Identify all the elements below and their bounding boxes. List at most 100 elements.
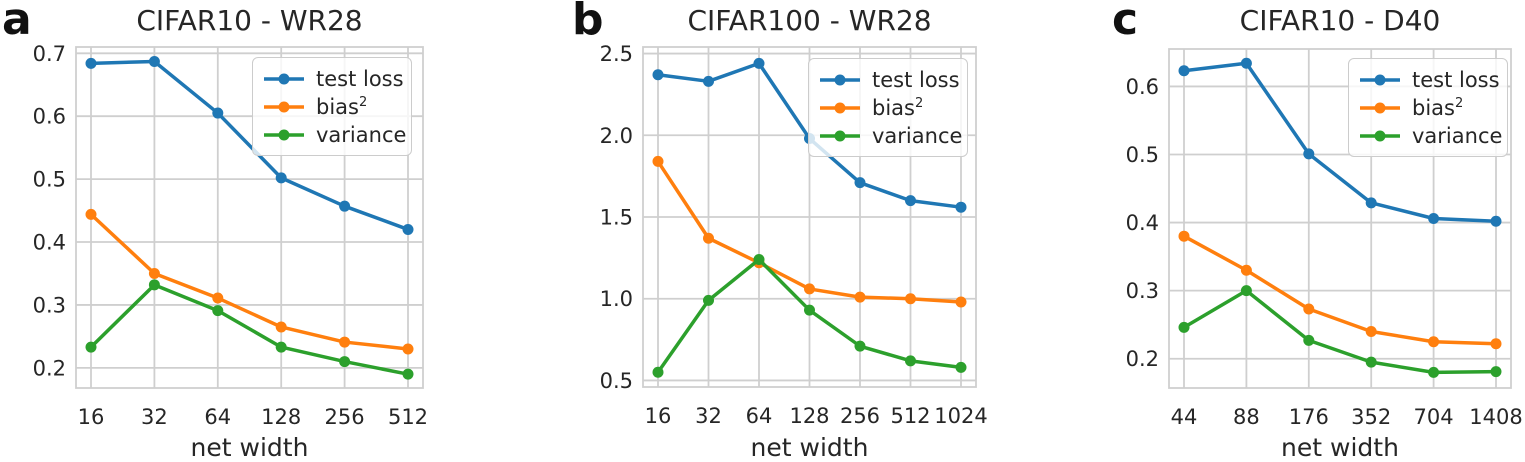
legend-item-bias2: bias2 xyxy=(1358,94,1498,122)
series-marker xyxy=(1240,285,1252,297)
y-tick-label: 2.5 xyxy=(600,42,633,66)
series-line xyxy=(89,59,410,232)
x-axis-label-a: net width xyxy=(190,433,309,462)
x-tick-label: 128 xyxy=(261,405,301,429)
legend-line-sample xyxy=(1360,130,1400,142)
series-marker xyxy=(955,361,967,373)
x-tick-label: 352 xyxy=(1351,405,1391,429)
series-marker xyxy=(703,232,714,244)
x-tick-label: 1408 xyxy=(1469,405,1522,429)
series-marker xyxy=(402,223,414,235)
legend-label: test loss xyxy=(1412,68,1500,92)
chart-title-a: CIFAR10 - WR28 xyxy=(136,4,363,37)
y-tick-label: 0.5 xyxy=(1126,143,1159,167)
series-marker xyxy=(1303,148,1315,160)
legend-item-variance: variance xyxy=(818,122,962,150)
series-marker xyxy=(275,321,287,333)
x-tick-label: 64 xyxy=(204,405,231,429)
legend-label: test loss xyxy=(316,67,404,91)
y-tick-label: 0.6 xyxy=(33,105,66,129)
series-marker xyxy=(1490,366,1502,378)
x-tick-label: 512 xyxy=(388,405,428,429)
series-marker xyxy=(753,57,765,69)
series-marker xyxy=(905,293,916,305)
series-marker xyxy=(402,343,414,355)
legend-label: test loss xyxy=(872,68,960,92)
x-tick-label: 176 xyxy=(1289,405,1329,429)
series-marker xyxy=(148,267,160,279)
series-line xyxy=(1182,234,1498,346)
y-tick-label: 0.4 xyxy=(1126,211,1159,235)
axes-border xyxy=(75,46,424,389)
legend-label: bias2 xyxy=(1412,96,1464,120)
panel-letter-c: c xyxy=(1112,0,1139,45)
x-tick-label: 32 xyxy=(141,405,168,429)
series-marker xyxy=(275,341,287,353)
panel-letter-a: a xyxy=(2,0,32,45)
series-marker xyxy=(955,296,967,308)
x-tick-label: 256 xyxy=(325,405,365,429)
legend-label: bias2 xyxy=(316,95,368,119)
legend-line-sample xyxy=(1360,74,1400,86)
series-marker xyxy=(339,356,351,368)
series-marker xyxy=(1240,57,1252,69)
x-axis-label-b: net width xyxy=(750,433,869,462)
x-tick-label: 64 xyxy=(746,404,773,428)
series-marker xyxy=(1303,334,1315,346)
series-marker xyxy=(905,355,916,367)
y-tick-label: 0.6 xyxy=(1126,75,1159,99)
y-tick-label: 0.4 xyxy=(33,231,66,255)
y-tick-label: 0.7 xyxy=(33,42,66,66)
legend-item-bias2: bias2 xyxy=(818,94,958,122)
legend-line-sample xyxy=(264,101,304,113)
y-tick-label: 0.3 xyxy=(33,293,66,317)
series-marker xyxy=(955,201,967,213)
x-tick-label: 88 xyxy=(1233,405,1260,429)
legend-line-sample xyxy=(820,74,860,86)
y-tick-label: 0.5 xyxy=(600,369,633,393)
y-tick-label: 0.5 xyxy=(33,168,66,192)
series-marker xyxy=(1490,215,1502,227)
axes-border xyxy=(1168,48,1512,389)
y-tick-label: 2.0 xyxy=(600,124,633,148)
series-marker xyxy=(1178,65,1190,77)
legend-item-bias2: bias2 xyxy=(262,93,402,121)
y-tick-label: 0.2 xyxy=(1126,347,1159,371)
chart-title-c: CIFAR10 - D40 xyxy=(1239,4,1441,37)
legend-label: variance xyxy=(872,124,963,148)
series-marker xyxy=(703,294,714,306)
legend-a: test loss bias2 variance xyxy=(252,57,412,156)
legend-label: variance xyxy=(1412,124,1503,148)
legend-item-test-loss: test loss xyxy=(818,66,960,94)
series-marker xyxy=(85,341,97,353)
series-marker xyxy=(339,336,351,348)
series-marker xyxy=(652,69,664,81)
series-marker xyxy=(1240,264,1252,276)
legend-line-sample xyxy=(820,102,860,114)
series-marker xyxy=(275,172,287,184)
legend-line-sample xyxy=(264,129,304,141)
series-line xyxy=(89,283,410,376)
legend-item-variance: variance xyxy=(262,121,406,149)
series-marker xyxy=(85,57,97,69)
x-tick-label: 44 xyxy=(1171,405,1198,429)
legend-b: test loss bias2 variance xyxy=(808,58,968,157)
legend-item-variance: variance xyxy=(1358,122,1502,150)
series-line xyxy=(1182,61,1498,223)
series-marker xyxy=(1428,336,1440,348)
series-marker xyxy=(1178,230,1190,242)
series-line xyxy=(89,212,410,351)
series-marker xyxy=(1365,197,1377,209)
legend-line-sample xyxy=(820,130,860,142)
series-marker xyxy=(148,279,160,291)
series-marker xyxy=(212,292,224,304)
legend-line-sample xyxy=(264,73,304,85)
x-tick-label: 512 xyxy=(890,404,930,428)
axes-border xyxy=(642,46,977,388)
series-marker xyxy=(753,254,765,265)
series-marker xyxy=(1490,338,1502,350)
legend-line-sample xyxy=(1360,102,1400,114)
series-marker xyxy=(854,340,866,352)
series-marker xyxy=(703,75,714,87)
